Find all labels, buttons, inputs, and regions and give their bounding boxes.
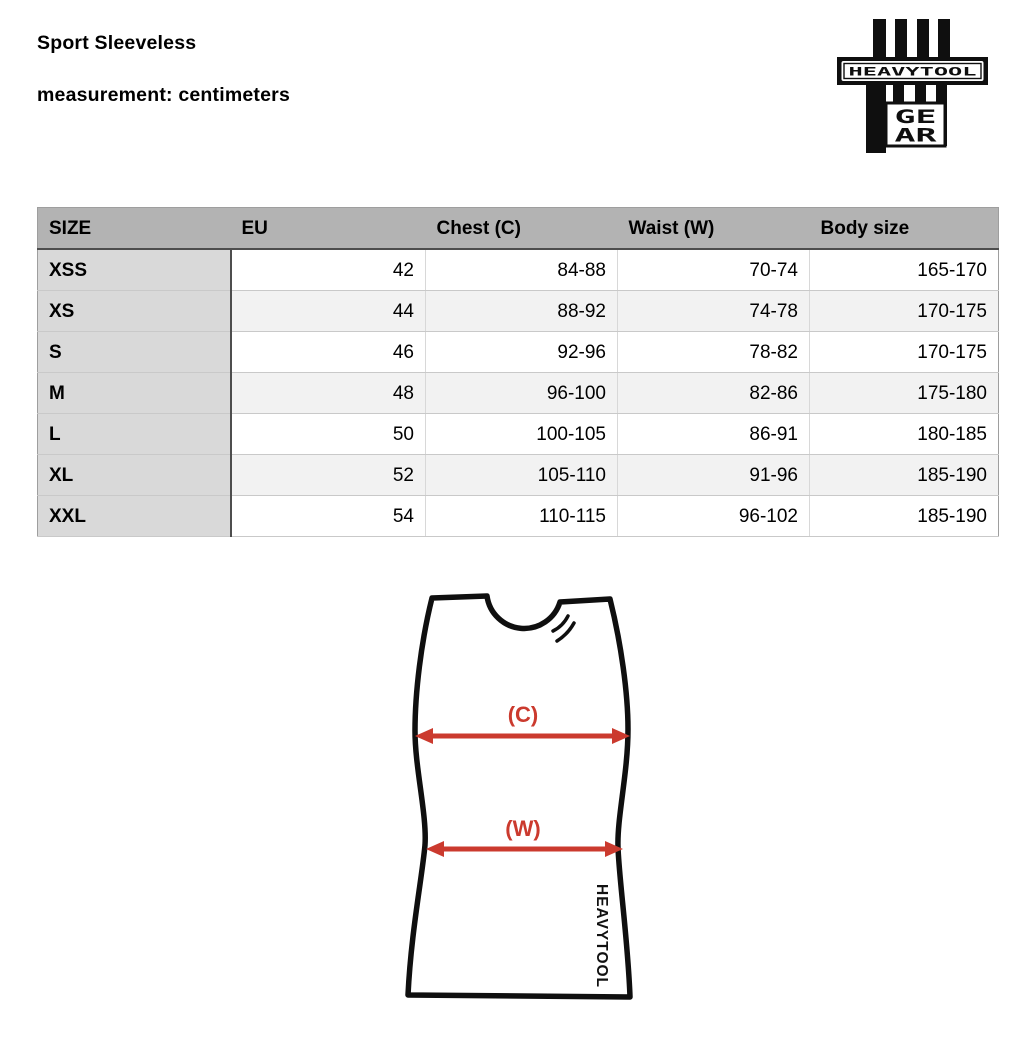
chest-cell: 100-105	[425, 413, 618, 455]
eu-cell: 44	[230, 290, 426, 332]
page-title: Sport Sleeveless	[37, 32, 197, 54]
table-row-xxl: XXL 54 110-115 96-102 185-190	[37, 495, 999, 537]
table-row-xs: XS 44 88-92 74-78 170-175	[37, 290, 999, 332]
column-header-eu: EU	[230, 207, 426, 250]
body-size-cell: 185-190	[809, 454, 999, 496]
body-size-cell: 175-180	[809, 372, 999, 414]
eu-cell: 54	[230, 495, 426, 537]
size-cell: XSS	[37, 249, 232, 291]
eu-cell: 52	[230, 454, 426, 496]
waist-cell: 96-102	[617, 495, 810, 537]
table-row-xl: XL 52 105-110 91-96 185-190	[37, 454, 999, 496]
tank-top-outline	[405, 593, 633, 1000]
logo-band-inner	[841, 61, 984, 81]
body-size-cell: 185-190	[809, 495, 999, 537]
chest-arrow-left-head	[415, 728, 433, 744]
eu-cell: 48	[230, 372, 426, 414]
column-header-chest: Chest (C)	[425, 207, 618, 250]
eu-cell: 42	[230, 249, 426, 291]
size-cell: XXL	[37, 495, 232, 537]
eu-cell: 46	[230, 331, 426, 373]
chest-cell: 88-92	[425, 290, 618, 332]
waist-cell: 82-86	[617, 372, 810, 414]
chest-arrow-right-head	[612, 728, 630, 744]
chest-cell: 84-88	[425, 249, 618, 291]
logo-gear-text-bottom: AR	[895, 125, 938, 147]
neckline-accent-arcs	[551, 614, 576, 643]
waist-cell: 91-96	[617, 454, 810, 496]
chest-cell: 96-100	[425, 372, 618, 414]
body-size-cell: 180-185	[809, 413, 999, 455]
chest-cell: 92-96	[425, 331, 618, 373]
chest-cell: 110-115	[425, 495, 618, 537]
logo-top-bars	[873, 19, 950, 60]
size-cell: L	[37, 413, 232, 455]
chest-measure-label: (C)	[508, 702, 539, 727]
body-size-cell: 170-175	[809, 290, 999, 332]
waist-cell: 86-91	[617, 413, 810, 455]
logo-brand-text: HEAVYTOOL	[849, 65, 977, 79]
measurement-unit-label: measurement: centimeters	[37, 84, 290, 106]
waist-cell: 70-74	[617, 249, 810, 291]
logo-gear-box	[884, 101, 947, 148]
waist-cell: 74-78	[617, 290, 810, 332]
garment-brand-text: HEAVYTOOL	[593, 884, 610, 988]
column-header-body: Body size	[809, 207, 999, 250]
size-cell: XS	[37, 290, 232, 332]
table-row-xss: XSS 42 84-88 70-74 165-170	[37, 249, 999, 291]
waist-measure-label: (W)	[505, 816, 540, 841]
waist-cell: 78-82	[617, 331, 810, 373]
table-row-s: S 46 92-96 78-82 170-175	[37, 331, 999, 373]
size-cell: S	[37, 331, 232, 373]
size-cell: M	[37, 372, 232, 414]
table-row-l: L 50 100-105 86-91 180-185	[37, 413, 999, 455]
column-header-size: SIZE	[37, 207, 231, 250]
table-row-m: M 48 96-100 82-86 175-180	[37, 372, 999, 414]
garment-diagram: (C) (W) HEAVYTOOL	[405, 593, 633, 1000]
size-table: SIZE EU Chest (C) Waist (W) Body size XS…	[37, 207, 999, 537]
column-header-waist: Waist (W)	[617, 207, 810, 250]
chest-cell: 105-110	[425, 454, 618, 496]
eu-cell: 50	[230, 413, 426, 455]
logo-band-frame	[843, 62, 982, 80]
waist-arrow-right-head	[605, 841, 623, 857]
body-size-cell: 170-175	[809, 331, 999, 373]
heavytool-gear-logo: HEAVYTOOL GE AR	[837, 19, 988, 153]
table-header-row: SIZE EU Chest (C) Waist (W) Body size	[37, 207, 999, 250]
waist-arrow-left-head	[426, 841, 444, 857]
size-cell: XL	[37, 454, 232, 496]
logo-gear-text-top: GE	[895, 106, 937, 128]
body-size-cell: 165-170	[809, 249, 999, 291]
